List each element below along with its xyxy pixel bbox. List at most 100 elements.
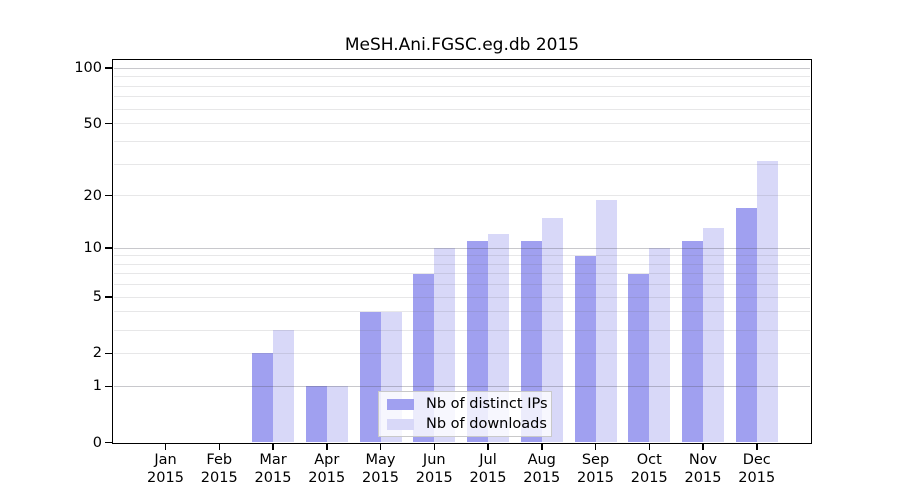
bar-downloads-mar bbox=[273, 330, 294, 443]
x-tick-apr bbox=[326, 444, 328, 450]
legend-item-downloads: Nb of downloads bbox=[387, 416, 551, 433]
x-tick-label-feb: Feb 2015 bbox=[189, 452, 249, 487]
y-tick-0 bbox=[105, 441, 112, 444]
legend-swatch-distinct-ips bbox=[387, 398, 414, 410]
x-tick-label-nov: Nov 2015 bbox=[673, 452, 733, 487]
bar-downloads-dec bbox=[756, 161, 778, 443]
x-label-year: 2015 bbox=[630, 469, 668, 486]
x-label-month: Aug bbox=[527, 452, 556, 468]
gridline-80 bbox=[113, 85, 810, 87]
x-label-month: Jul bbox=[479, 452, 497, 468]
x-label-year: 2015 bbox=[415, 469, 453, 486]
x-tick-dec bbox=[756, 444, 758, 450]
x-label-month: Apr bbox=[314, 452, 340, 468]
x-label-year: 2015 bbox=[362, 469, 399, 486]
y-tick-1 bbox=[105, 385, 112, 388]
y-tick-label-2: 2 bbox=[92, 345, 102, 362]
y-tick-10 bbox=[105, 247, 112, 249]
x-label-month: Dec bbox=[742, 452, 771, 468]
x-label-year: 2015 bbox=[577, 469, 614, 486]
x-label-month: May bbox=[365, 452, 396, 468]
gridline-3 bbox=[113, 329, 810, 331]
chart-title: MeSH.Ani.FGSC.eg.db 2015 bbox=[344, 35, 580, 55]
gridline-9 bbox=[113, 255, 810, 257]
bar-distinct-ips-mar bbox=[252, 353, 273, 443]
x-label-year: 2015 bbox=[523, 469, 561, 486]
y-tick-label-100: 100 bbox=[74, 60, 102, 77]
gridline-70 bbox=[113, 96, 810, 98]
x-label-month: Nov bbox=[688, 452, 718, 468]
bar-downloads-sep bbox=[595, 199, 617, 443]
x-tick-jun bbox=[433, 444, 435, 450]
y-tick-5 bbox=[105, 296, 112, 298]
gridline-1 bbox=[113, 385, 810, 387]
bar-distinct-ips-dec bbox=[735, 208, 757, 443]
x-tick-label-jan: Jan 2015 bbox=[136, 452, 196, 487]
x-label-year: 2015 bbox=[684, 469, 722, 486]
legend-item-distinct-ips: Nb of distinct IPs bbox=[387, 396, 551, 413]
y-tick-label-5: 5 bbox=[92, 289, 102, 306]
x-tick-label-aug: Aug 2015 bbox=[512, 452, 572, 487]
gridline-100 bbox=[113, 67, 810, 69]
x-label-year: 2015 bbox=[308, 469, 346, 486]
x-tick-label-jun: Jun 2015 bbox=[404, 452, 464, 487]
x-tick-feb bbox=[218, 444, 220, 450]
legend-label-downloads: Nb of downloads bbox=[426, 416, 547, 432]
bar-downloads-jul bbox=[488, 234, 509, 443]
y-tick-label-50: 50 bbox=[83, 115, 102, 132]
gridline-10 bbox=[113, 247, 810, 249]
x-tick-label-apr: Apr 2015 bbox=[297, 452, 357, 487]
x-label-year: 2015 bbox=[469, 469, 507, 486]
x-tick-label-sep: Sep 2015 bbox=[566, 452, 626, 487]
gridline-7 bbox=[113, 273, 810, 275]
x-tick-may bbox=[379, 444, 382, 450]
x-tick-aug bbox=[541, 444, 543, 450]
bar-distinct-ips-oct bbox=[628, 273, 650, 443]
y-tick-2 bbox=[105, 352, 112, 355]
gridline-90 bbox=[113, 76, 810, 78]
x-tick-nov bbox=[702, 444, 704, 450]
x-tick-oct bbox=[648, 444, 650, 450]
gridline-60 bbox=[113, 108, 810, 110]
x-label-year: 2015 bbox=[254, 469, 292, 486]
gridline-4 bbox=[113, 311, 810, 313]
legend-swatch-downloads bbox=[387, 418, 414, 430]
gridline-20 bbox=[113, 195, 810, 197]
x-label-month: Oct bbox=[636, 452, 662, 468]
bar-distinct-ips-apr bbox=[305, 386, 327, 443]
x-tick-sep bbox=[594, 444, 597, 450]
y-tick-50 bbox=[105, 122, 112, 125]
x-tick-label-mar: Mar 2015 bbox=[243, 452, 303, 487]
y-tick-label-20: 20 bbox=[83, 187, 102, 204]
x-label-month: Jan bbox=[154, 452, 177, 468]
x-label-year: 2015 bbox=[738, 469, 776, 486]
bar-downloads-nov bbox=[703, 228, 724, 443]
legend: Nb of distinct IPs Nb of downloads bbox=[378, 391, 552, 437]
x-tick-label-may: May 2015 bbox=[351, 452, 411, 487]
y-tick-100 bbox=[105, 67, 112, 69]
x-tick-mar bbox=[272, 444, 274, 450]
gridline-50 bbox=[113, 123, 810, 125]
bar-distinct-ips-nov bbox=[682, 240, 703, 443]
y-tick-label-10: 10 bbox=[83, 240, 102, 257]
x-label-month: Jun bbox=[422, 452, 446, 468]
gridline-30 bbox=[113, 163, 810, 165]
bar-downloads-apr bbox=[326, 386, 348, 443]
y-tick-20 bbox=[105, 194, 112, 197]
gridline-6 bbox=[113, 284, 810, 286]
y-tick-label-1: 1 bbox=[92, 378, 102, 395]
legend-label-distinct-ips: Nb of distinct IPs bbox=[426, 396, 548, 412]
bar-distinct-ips-may bbox=[359, 311, 381, 443]
x-tick-jan bbox=[164, 444, 167, 450]
x-label-year: 2015 bbox=[147, 469, 184, 486]
bar-downloads-aug bbox=[541, 217, 563, 443]
x-label-month: Sep bbox=[581, 452, 610, 468]
x-tick-label-jul: Jul 2015 bbox=[458, 452, 518, 487]
gridline-8 bbox=[113, 263, 810, 265]
x-tick-label-dec: Dec 2015 bbox=[727, 452, 787, 487]
bar-downloads-oct bbox=[649, 248, 671, 443]
x-label-year: 2015 bbox=[200, 469, 238, 486]
x-tick-jul bbox=[487, 444, 489, 450]
gridline-40 bbox=[113, 140, 810, 142]
